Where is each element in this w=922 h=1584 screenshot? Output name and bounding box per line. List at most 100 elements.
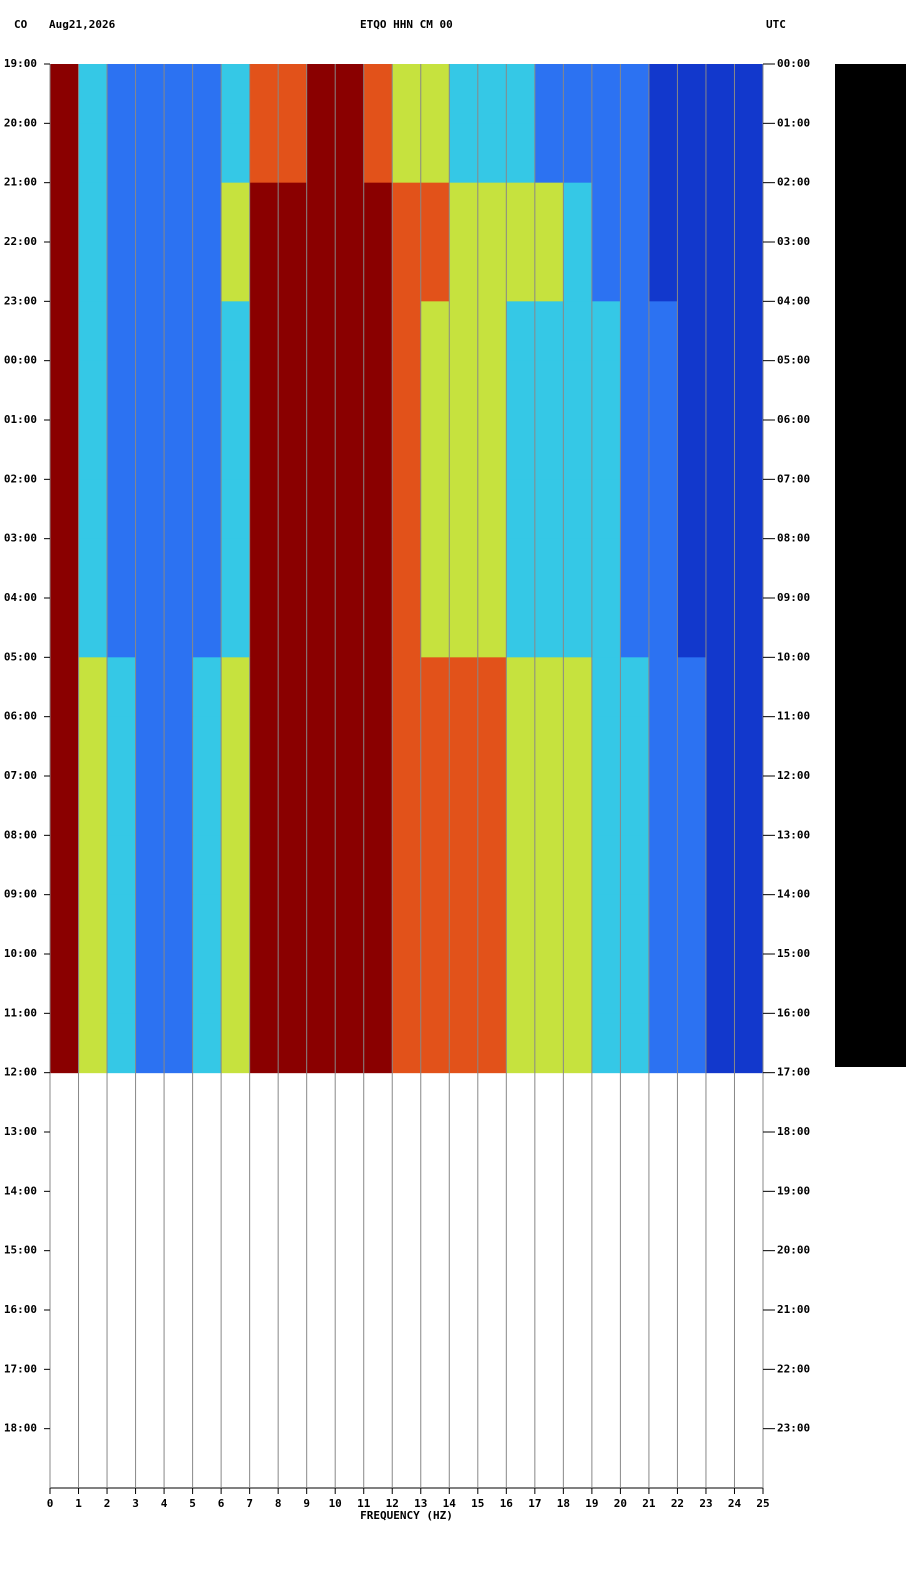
cell bbox=[135, 123, 165, 184]
cell bbox=[164, 1013, 194, 1074]
cell bbox=[392, 64, 422, 124]
cell bbox=[107, 776, 137, 836]
cell bbox=[734, 716, 764, 777]
y2-tick-label: 05:00 bbox=[777, 354, 810, 367]
cell bbox=[534, 242, 564, 302]
cell bbox=[677, 835, 707, 896]
cell bbox=[563, 479, 593, 540]
cell bbox=[506, 301, 536, 362]
cell bbox=[164, 716, 194, 777]
cell bbox=[591, 776, 621, 836]
cell bbox=[135, 894, 165, 955]
x-tick-label: 18 bbox=[557, 1497, 570, 1510]
network: CO bbox=[14, 18, 28, 31]
x-tick-label: 7 bbox=[246, 1497, 253, 1510]
cell bbox=[591, 242, 621, 302]
cell bbox=[221, 123, 251, 184]
cell bbox=[677, 1013, 707, 1074]
cell bbox=[677, 360, 707, 421]
x-tick-label: 19 bbox=[585, 1497, 598, 1510]
cell bbox=[249, 301, 279, 362]
cell bbox=[192, 1013, 222, 1074]
cell bbox=[50, 716, 80, 777]
cell bbox=[78, 182, 108, 243]
cell bbox=[705, 538, 735, 599]
cell bbox=[278, 1013, 308, 1074]
cell bbox=[335, 657, 365, 718]
cell bbox=[164, 835, 194, 896]
cell bbox=[534, 657, 564, 718]
x-tick-label: 1 bbox=[75, 1497, 82, 1510]
cell bbox=[278, 360, 308, 421]
cell bbox=[306, 301, 336, 362]
y-tick-label: 09:00 bbox=[4, 888, 37, 901]
cell bbox=[192, 835, 222, 896]
cell bbox=[677, 420, 707, 480]
cell bbox=[335, 776, 365, 836]
cell bbox=[50, 538, 80, 599]
cell bbox=[249, 182, 279, 243]
y-tick-label: 13:00 bbox=[4, 1125, 37, 1138]
cell bbox=[363, 242, 393, 302]
cell bbox=[563, 716, 593, 777]
cell bbox=[363, 776, 393, 836]
cell bbox=[591, 835, 621, 896]
cell bbox=[278, 538, 308, 599]
y2-tick-label: 12:00 bbox=[777, 769, 810, 782]
cell bbox=[734, 301, 764, 362]
y2-tick-label: 11:00 bbox=[777, 710, 810, 723]
cell bbox=[591, 64, 621, 124]
cell bbox=[278, 64, 308, 124]
y2-tick-label: 15:00 bbox=[777, 947, 810, 960]
cell bbox=[677, 64, 707, 124]
cell bbox=[363, 123, 393, 184]
x-tick-label: 4 bbox=[161, 1497, 168, 1510]
cell bbox=[591, 420, 621, 480]
cell bbox=[164, 301, 194, 362]
cell bbox=[192, 64, 222, 124]
cell bbox=[420, 64, 450, 124]
cell bbox=[107, 301, 137, 362]
cell bbox=[449, 776, 479, 836]
y2-tick-label: 08:00 bbox=[777, 532, 810, 545]
cell bbox=[677, 123, 707, 184]
cell bbox=[705, 360, 735, 421]
cell bbox=[620, 894, 650, 955]
cell bbox=[392, 123, 422, 184]
cell bbox=[192, 182, 222, 243]
cell bbox=[50, 598, 80, 658]
x-tick-label: 14 bbox=[443, 1497, 457, 1510]
cell bbox=[249, 954, 279, 1014]
cell bbox=[449, 538, 479, 599]
cell bbox=[50, 242, 80, 302]
cell bbox=[78, 242, 108, 302]
cell bbox=[420, 123, 450, 184]
cell bbox=[306, 598, 336, 658]
cell bbox=[477, 479, 507, 540]
cell bbox=[164, 360, 194, 421]
cell bbox=[734, 182, 764, 243]
cell bbox=[78, 598, 108, 658]
cell bbox=[363, 64, 393, 124]
cell bbox=[192, 716, 222, 777]
cell bbox=[449, 182, 479, 243]
cell bbox=[449, 835, 479, 896]
cell bbox=[449, 598, 479, 658]
cell bbox=[50, 894, 80, 955]
cell bbox=[734, 479, 764, 540]
cell bbox=[78, 360, 108, 421]
cell bbox=[192, 776, 222, 836]
x-tick-label: 3 bbox=[132, 1497, 139, 1510]
cell bbox=[335, 479, 365, 540]
cell bbox=[534, 776, 564, 836]
cell bbox=[78, 657, 108, 718]
cell bbox=[335, 301, 365, 362]
cell bbox=[620, 657, 650, 718]
cell bbox=[249, 64, 279, 124]
cell bbox=[78, 954, 108, 1014]
x-tick-label: 11 bbox=[357, 1497, 371, 1510]
cell bbox=[734, 360, 764, 421]
cell bbox=[363, 716, 393, 777]
cell bbox=[306, 835, 336, 896]
cell bbox=[420, 182, 450, 243]
